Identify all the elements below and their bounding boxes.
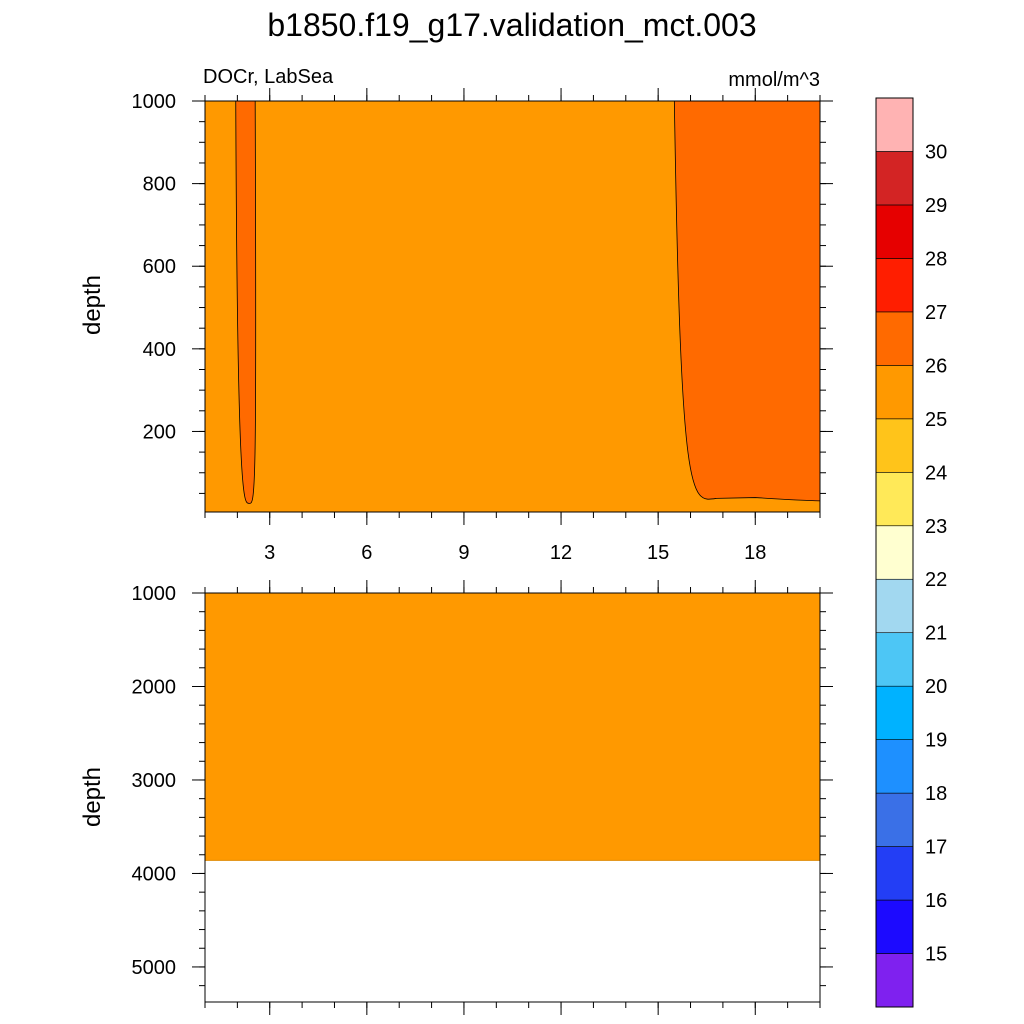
y-tick-label: 200	[143, 421, 176, 443]
colorbar-swatch	[875, 97, 914, 152]
y-tick-label: 3000	[132, 770, 177, 792]
colorbar-swatch	[875, 204, 914, 259]
y-axis-title: depth	[79, 767, 106, 827]
y-tick-label: 1000	[132, 91, 177, 113]
colorbar-label: 18	[925, 783, 947, 805]
colorbar-label: 16	[925, 890, 947, 912]
y-tick-label: 600	[143, 256, 176, 278]
y-tick-label: 1000	[132, 583, 177, 605]
plot-frame	[204, 592, 821, 1003]
colorbar-swatch	[875, 632, 914, 687]
plot-frame	[204, 100, 821, 513]
colorbar-swatch	[875, 151, 914, 206]
colorbar-label: 25	[925, 409, 947, 431]
colorbar-label: 29	[925, 195, 947, 217]
colorbar: 15 16 17 18 19 20 21 22 23 24 25 26 27 28 29 30	[875, 97, 947, 1008]
variable-label: DOCr, LabSea	[203, 66, 334, 88]
upper-depth-panel: 200 400 600 800 1000 3 6 9 12 15 18 depth	[79, 88, 833, 564]
colorbar-label: 30	[925, 141, 947, 163]
colorbar-label: 17	[925, 837, 947, 859]
x-tick-label: 18	[744, 542, 766, 564]
colorbar-label: 15	[925, 944, 947, 966]
colorbar-swatch	[875, 525, 914, 580]
colorbar-swatch	[875, 685, 914, 740]
colorbar-label: 26	[925, 355, 947, 377]
contour-patch-high	[235, 100, 257, 504]
y-tick-label: 4000	[132, 863, 177, 885]
colorbar-label: 22	[925, 569, 947, 591]
x-tick-label: 6	[361, 542, 372, 564]
y-tick-label: 800	[143, 174, 176, 196]
colorbar-swatch	[875, 846, 914, 901]
colorbar-swatch	[875, 418, 914, 473]
colorbar-swatch	[875, 471, 914, 527]
units-label: mmol/m^3	[728, 69, 820, 91]
colorbar-swatch	[875, 899, 914, 954]
x-tick-label: 12	[550, 542, 572, 564]
colorbar-swatch	[875, 739, 914, 794]
colorbar-label: 21	[925, 623, 947, 645]
colorbar-swatch	[875, 311, 914, 366]
y-tick-label: 400	[143, 339, 176, 361]
x-tick-label: 3	[264, 542, 275, 564]
contour-fill	[205, 593, 820, 861]
y-axis-title: depth	[79, 275, 106, 335]
colorbar-label: 24	[925, 462, 947, 484]
x-tick-label: 9	[458, 542, 469, 564]
chart-title: b1850.f19_g17.validation_mct.003	[267, 7, 756, 43]
colorbar-swatch	[875, 792, 914, 847]
colorbar-swatch	[875, 578, 914, 634]
colorbar-label: 27	[925, 302, 947, 324]
colorbar-label: 23	[925, 516, 947, 538]
colorbar-label: 20	[925, 676, 947, 698]
x-tick-label: 15	[647, 542, 669, 564]
colorbar-frame	[875, 97, 914, 1008]
colorbar-swatch	[875, 953, 914, 1008]
colorbar-label: 28	[925, 248, 947, 270]
colorbar-swatch	[875, 365, 914, 420]
y-tick-label: 2000	[132, 676, 177, 698]
contour-patch-high	[673, 100, 821, 502]
colorbar-label: 19	[925, 730, 947, 752]
lower-depth-panel: 1000 2000 3000 4000 5000 depth	[79, 580, 833, 1015]
colorbar-swatch	[875, 258, 914, 313]
y-tick-label: 5000	[132, 957, 177, 979]
